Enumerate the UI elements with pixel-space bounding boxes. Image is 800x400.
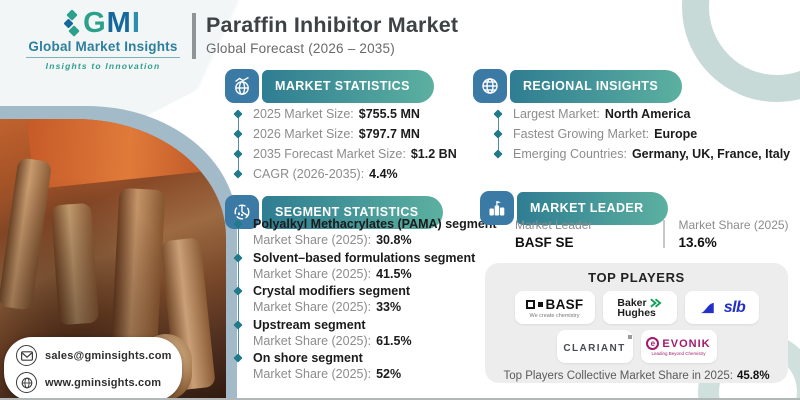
globe-icon [473, 69, 507, 103]
segment-item: Crystal modifiers segment Market Share (… [233, 283, 497, 315]
market-statistics-header: MARKET STATISTICS [225, 69, 434, 103]
bullet-diamond-icon [493, 109, 503, 119]
collective-share-text: Top Players Collective Market Share in 2… [503, 370, 770, 382]
slb-logo: slb [684, 291, 759, 324]
region-item: Fastest Growing Market: Europe [493, 124, 790, 144]
segment-statistics-title: SEGMENT STATISTICS [262, 195, 443, 229]
bullet-diamond-icon [233, 286, 243, 296]
globe-trend-icon [225, 69, 259, 103]
stat-item: CAGR (2026-2035): 4.4% [233, 164, 457, 184]
website-text: www.gminsights.com [45, 376, 162, 389]
website-link[interactable]: www.gminsights.com [16, 372, 170, 393]
basf-square-icon [525, 299, 535, 309]
bullet-diamond-icon [233, 109, 243, 119]
regional-insights-list: Largest Market: North America Fastest Gro… [493, 104, 790, 164]
segment-item: Upstream segment Market Share (2025): 61.… [233, 317, 497, 349]
page-subtitle: Global Forecast (2026 – 2035) [206, 41, 395, 56]
stat-item: 2025 Market Size: $755.5 MN [233, 104, 457, 124]
market-leader-share: Market Share (2025) 13.6% [678, 218, 789, 250]
bullet-diamond-icon [493, 129, 503, 139]
brand-logo: GMI Global Market Insights Insights to I… [18, 9, 188, 71]
bottom-border [0, 398, 800, 400]
bullet-diamond-icon [233, 219, 243, 229]
segment-statistics-list: Polyalkyl Methacrylates (PAMA) segment M… [233, 216, 497, 384]
gmi-diamond-mark-icon [63, 9, 80, 37]
baker-hughes-chevron-icon [649, 298, 662, 307]
bullet-diamond-icon [233, 149, 243, 159]
top-players-title: TOP PLAYERS [588, 270, 685, 285]
clariant-logo: CLARIANT [556, 330, 633, 363]
bullet-diamond-icon [233, 169, 243, 179]
regional-insights-title: REGIONAL INSIGHTS [510, 69, 683, 103]
stat-item: 2035 Forecast Market Size: $1.2 BN [233, 144, 457, 164]
decor-ring-top-right [682, 0, 800, 102]
vertical-divider [663, 220, 665, 248]
email-icon [16, 345, 37, 366]
basf-dot-icon [537, 301, 543, 307]
evonik-logo: e EVONIK Leading Beyond Chemistry [640, 330, 717, 363]
title-accent-bar [192, 13, 196, 59]
brand-name: Global Market Insights [28, 39, 178, 54]
bullet-diamond-icon [233, 129, 243, 139]
bullet-diamond-icon [233, 252, 243, 263]
segment-item: Polyalkyl Methacrylates (PAMA) segment M… [233, 216, 497, 248]
brand-tagline: Insights to Innovation [26, 57, 180, 71]
bullet-diamond-icon [493, 149, 503, 159]
email-text: sales@gminsights.com [45, 349, 172, 362]
page-title: Paraffin Inhibitor Market [206, 13, 459, 37]
market-leader-header: MARKET LEADER [480, 191, 668, 225]
globe-icon [16, 372, 37, 393]
segment-item: Solvent–based formulations segment Marke… [233, 250, 497, 282]
market-leader-name: Market Leader BASF SE [515, 218, 593, 250]
regional-insights-header: REGIONAL INSIGHTS [473, 69, 683, 103]
market-statistics-list: 2025 Market Size: $755.5 MN 2026 Market S… [233, 104, 457, 184]
clariant-square-icon [627, 334, 632, 339]
region-item: Largest Market: North America [493, 104, 790, 124]
segment-item: On shore segment Market Share (2025): 52% [233, 350, 497, 382]
evonik-e-icon: e [646, 337, 660, 350]
top-players-box: TOP PLAYERS BASF We create chemistry Bak… [485, 263, 788, 383]
gmi-acronym: GMI [83, 7, 141, 39]
basf-logo: BASF We create chemistry [514, 291, 595, 324]
stat-item: 2026 Market Size: $797.7 MN [233, 124, 457, 144]
region-item: Emerging Countries: Germany, UK, France, … [493, 144, 790, 164]
slb-wave-icon [699, 302, 714, 314]
email-link[interactable]: sales@gminsights.com [16, 345, 172, 366]
market-leader-block: Market Leader BASF SE Market Share (2025… [515, 218, 789, 250]
bullet-diamond-icon [233, 353, 243, 363]
podium-chart-icon [480, 191, 514, 225]
bullet-diamond-icon [233, 319, 243, 330]
market-statistics-title: MARKET STATISTICS [262, 69, 434, 103]
contact-card: sales@gminsights.com www.gminsights.com [4, 337, 182, 400]
baker-hughes-logo: Baker Hughes [602, 291, 677, 324]
title-block: Paraffin Inhibitor Market Global Forecas… [192, 13, 458, 59]
market-leader-title: MARKET LEADER [517, 191, 668, 225]
